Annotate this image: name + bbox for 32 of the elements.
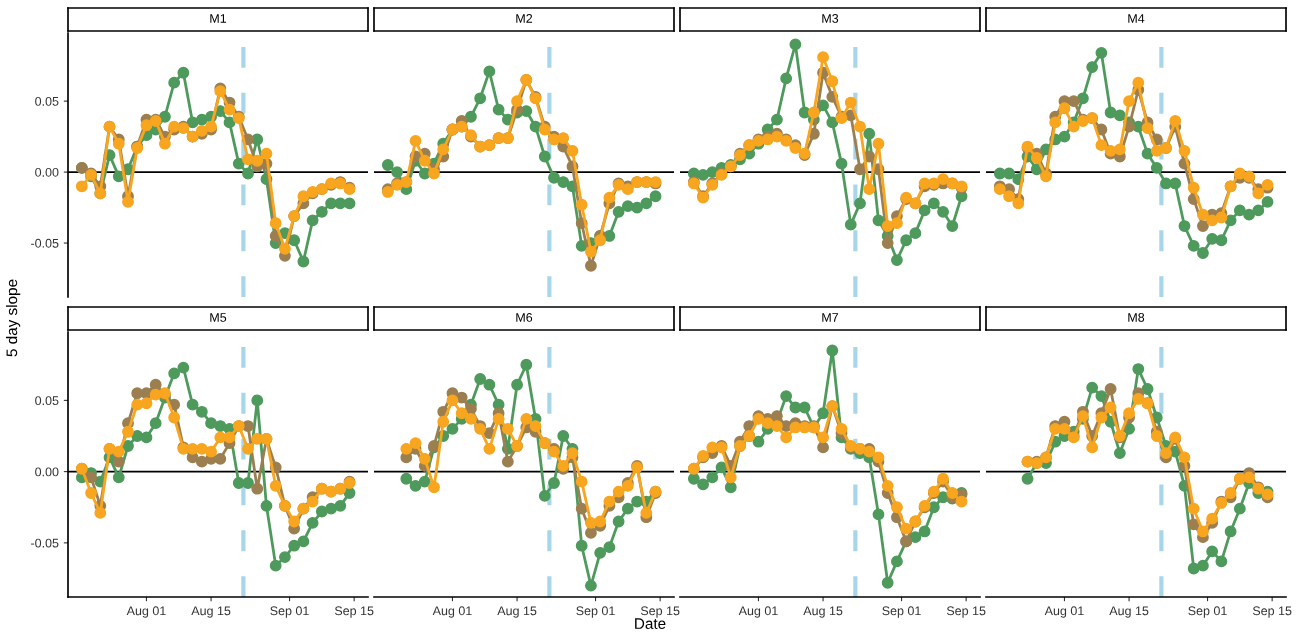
chart-title: M3 [822, 14, 839, 23]
x-tick-label: Sep 01 [576, 606, 615, 618]
x-tick-label: Aug 15 [1109, 606, 1149, 618]
x-axis-title: Date [635, 618, 666, 629]
x-tick-label: Sep 15 [1252, 606, 1292, 618]
chart-title: M1 [210, 14, 227, 23]
y-tick-label: 0.05 [35, 396, 59, 406]
chart-title: M5 [210, 313, 227, 322]
x-tick-label: Sep 15 [334, 606, 374, 618]
x-tick-label: Sep 01 [1188, 606, 1227, 618]
y-tick-label: 0.05 [35, 96, 59, 106]
x-tick-label: Aug 01 [432, 606, 472, 618]
x-tick-label: Aug 01 [1044, 606, 1084, 618]
y-tick-label: 0.00 [35, 167, 59, 177]
x-tick-label: Aug 15 [803, 606, 843, 618]
x-tick-label: Sep 01 [882, 606, 921, 618]
y-tick-label: -0.05 [31, 238, 59, 248]
chart-title: M7 [822, 313, 839, 322]
chart-title: M2 [516, 14, 533, 23]
x-tick-label: Aug 01 [126, 606, 166, 618]
x-tick-label: Sep 01 [270, 606, 309, 618]
chart-title: M4 [1128, 14, 1145, 23]
chart-title: M8 [1128, 313, 1145, 322]
y-tick-label: 0.00 [35, 467, 59, 477]
y-axis-title: 5 day slope [6, 279, 21, 357]
x-tick-label: Aug 15 [191, 606, 231, 618]
chart-title: M6 [516, 313, 533, 322]
x-tick-label: Aug 01 [738, 606, 778, 618]
x-tick-label: Sep 15 [640, 606, 680, 618]
x-tick-label: Sep 15 [946, 606, 986, 618]
y-tick-label: -0.05 [31, 538, 59, 548]
x-tick-label: Aug 15 [497, 606, 537, 618]
